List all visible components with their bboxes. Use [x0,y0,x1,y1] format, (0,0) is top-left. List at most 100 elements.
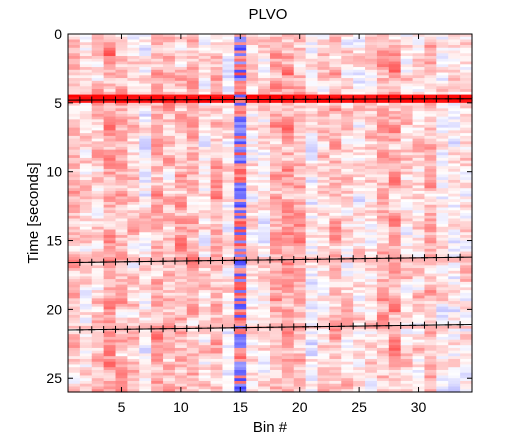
heatmap-cell [151,36,164,41]
heatmap-cell [151,356,164,360]
heatmap-cell [174,64,188,68]
heatmap-cell [448,75,461,79]
heatmap-cell [222,386,235,390]
heatmap-cell [210,113,224,118]
heatmap-cell [341,83,354,87]
heatmap-cell [139,155,152,159]
heatmap-cell [293,124,307,129]
heatmap-cell [139,312,152,316]
heatmap-cell [281,64,295,68]
heatmap-cell [186,270,200,275]
heatmap-cell [365,254,378,258]
heatmap-cell [436,72,449,76]
heatmap-cell [246,345,259,349]
heatmap-cell [174,339,188,344]
heatmap-cell [281,257,295,261]
heatmap-cell [281,185,295,189]
heatmap-cell [79,45,93,49]
heatmap-cell [91,146,105,151]
heatmap-cell [139,218,152,222]
heatmap-cell [388,174,402,178]
heatmap-cell [198,69,212,74]
heatmap-cell [317,270,331,275]
heatmap-cell [234,295,247,299]
heatmap-cell [91,160,105,165]
heatmap-cell [222,336,235,341]
heatmap-cell [91,243,105,247]
heatmap-cell [424,339,437,344]
heatmap-cell [329,336,342,341]
heatmap-cell [103,67,117,71]
heatmap-cell [68,116,81,120]
heatmap-cell [79,127,93,131]
heatmap-cell [234,342,247,346]
heatmap-cell [293,160,307,165]
heatmap-cell [174,182,188,187]
heatmap-cell [79,298,93,302]
heatmap-cell [103,56,117,60]
heatmap-cell [139,265,152,269]
heatmap-cell [376,47,390,52]
heatmap-cell [293,39,307,43]
heatmap-cell [460,50,473,54]
heatmap-cell [400,237,414,242]
heatmap-cell [436,34,449,38]
heatmap-cell [68,320,81,324]
heatmap-cell [222,270,235,275]
heatmap-cell [365,325,378,330]
heatmap-cell [412,100,426,104]
heatmap-cell [79,213,93,217]
heatmap-cell [198,336,212,341]
heatmap-cell [353,279,366,283]
x-tick-label: 10 [173,399,189,415]
heatmap-cell [436,56,449,60]
heatmap-cell [305,317,319,321]
heatmap-cell [270,127,283,131]
heatmap-cell [222,100,235,104]
heatmap-cell [234,177,247,181]
heatmap-cell [127,80,140,85]
heatmap-cell [234,135,247,140]
heatmap-cell [139,69,152,74]
heatmap-cell [293,201,307,206]
heatmap-cell [246,182,259,187]
heatmap-cell [424,138,437,142]
heatmap-cell [151,58,164,63]
heatmap-cell [246,356,259,360]
heatmap-cell [376,36,390,41]
heatmap-cell [91,207,105,211]
heatmap-cell [151,168,164,173]
heatmap-cell [400,42,414,46]
heatmap-cell [376,168,390,173]
heatmap-cell [115,69,129,74]
heatmap-cell [163,213,176,217]
heatmap-cell [139,298,152,302]
heatmap-cell [448,160,461,165]
heatmap-cell [424,364,437,368]
heatmap-cell [341,356,354,360]
heatmap-cell [186,345,200,349]
heatmap-cell [115,185,129,189]
heatmap-cell [258,273,271,277]
heatmap-cell [115,171,129,176]
heatmap-cell [91,42,105,46]
heatmap-cell [115,144,129,148]
heatmap-cell [353,152,366,156]
heatmap-cell [186,314,200,319]
heatmap-cell [151,312,164,316]
heatmap-cell [281,179,295,184]
heatmap-cell [258,102,271,107]
heatmap-cell [412,226,426,231]
heatmap-cell [246,135,259,140]
heatmap-cell [151,251,164,255]
heatmap-cell [305,179,319,184]
heatmap-cell [127,240,140,244]
heatmap-cell [151,331,164,335]
heatmap-cell [317,39,331,43]
heatmap-cell [127,334,140,338]
heatmap-cell [376,303,390,308]
heatmap-cell [341,94,354,98]
heatmap-cell [115,86,129,90]
heatmap-cell [412,342,426,346]
heatmap-cell [436,61,449,65]
